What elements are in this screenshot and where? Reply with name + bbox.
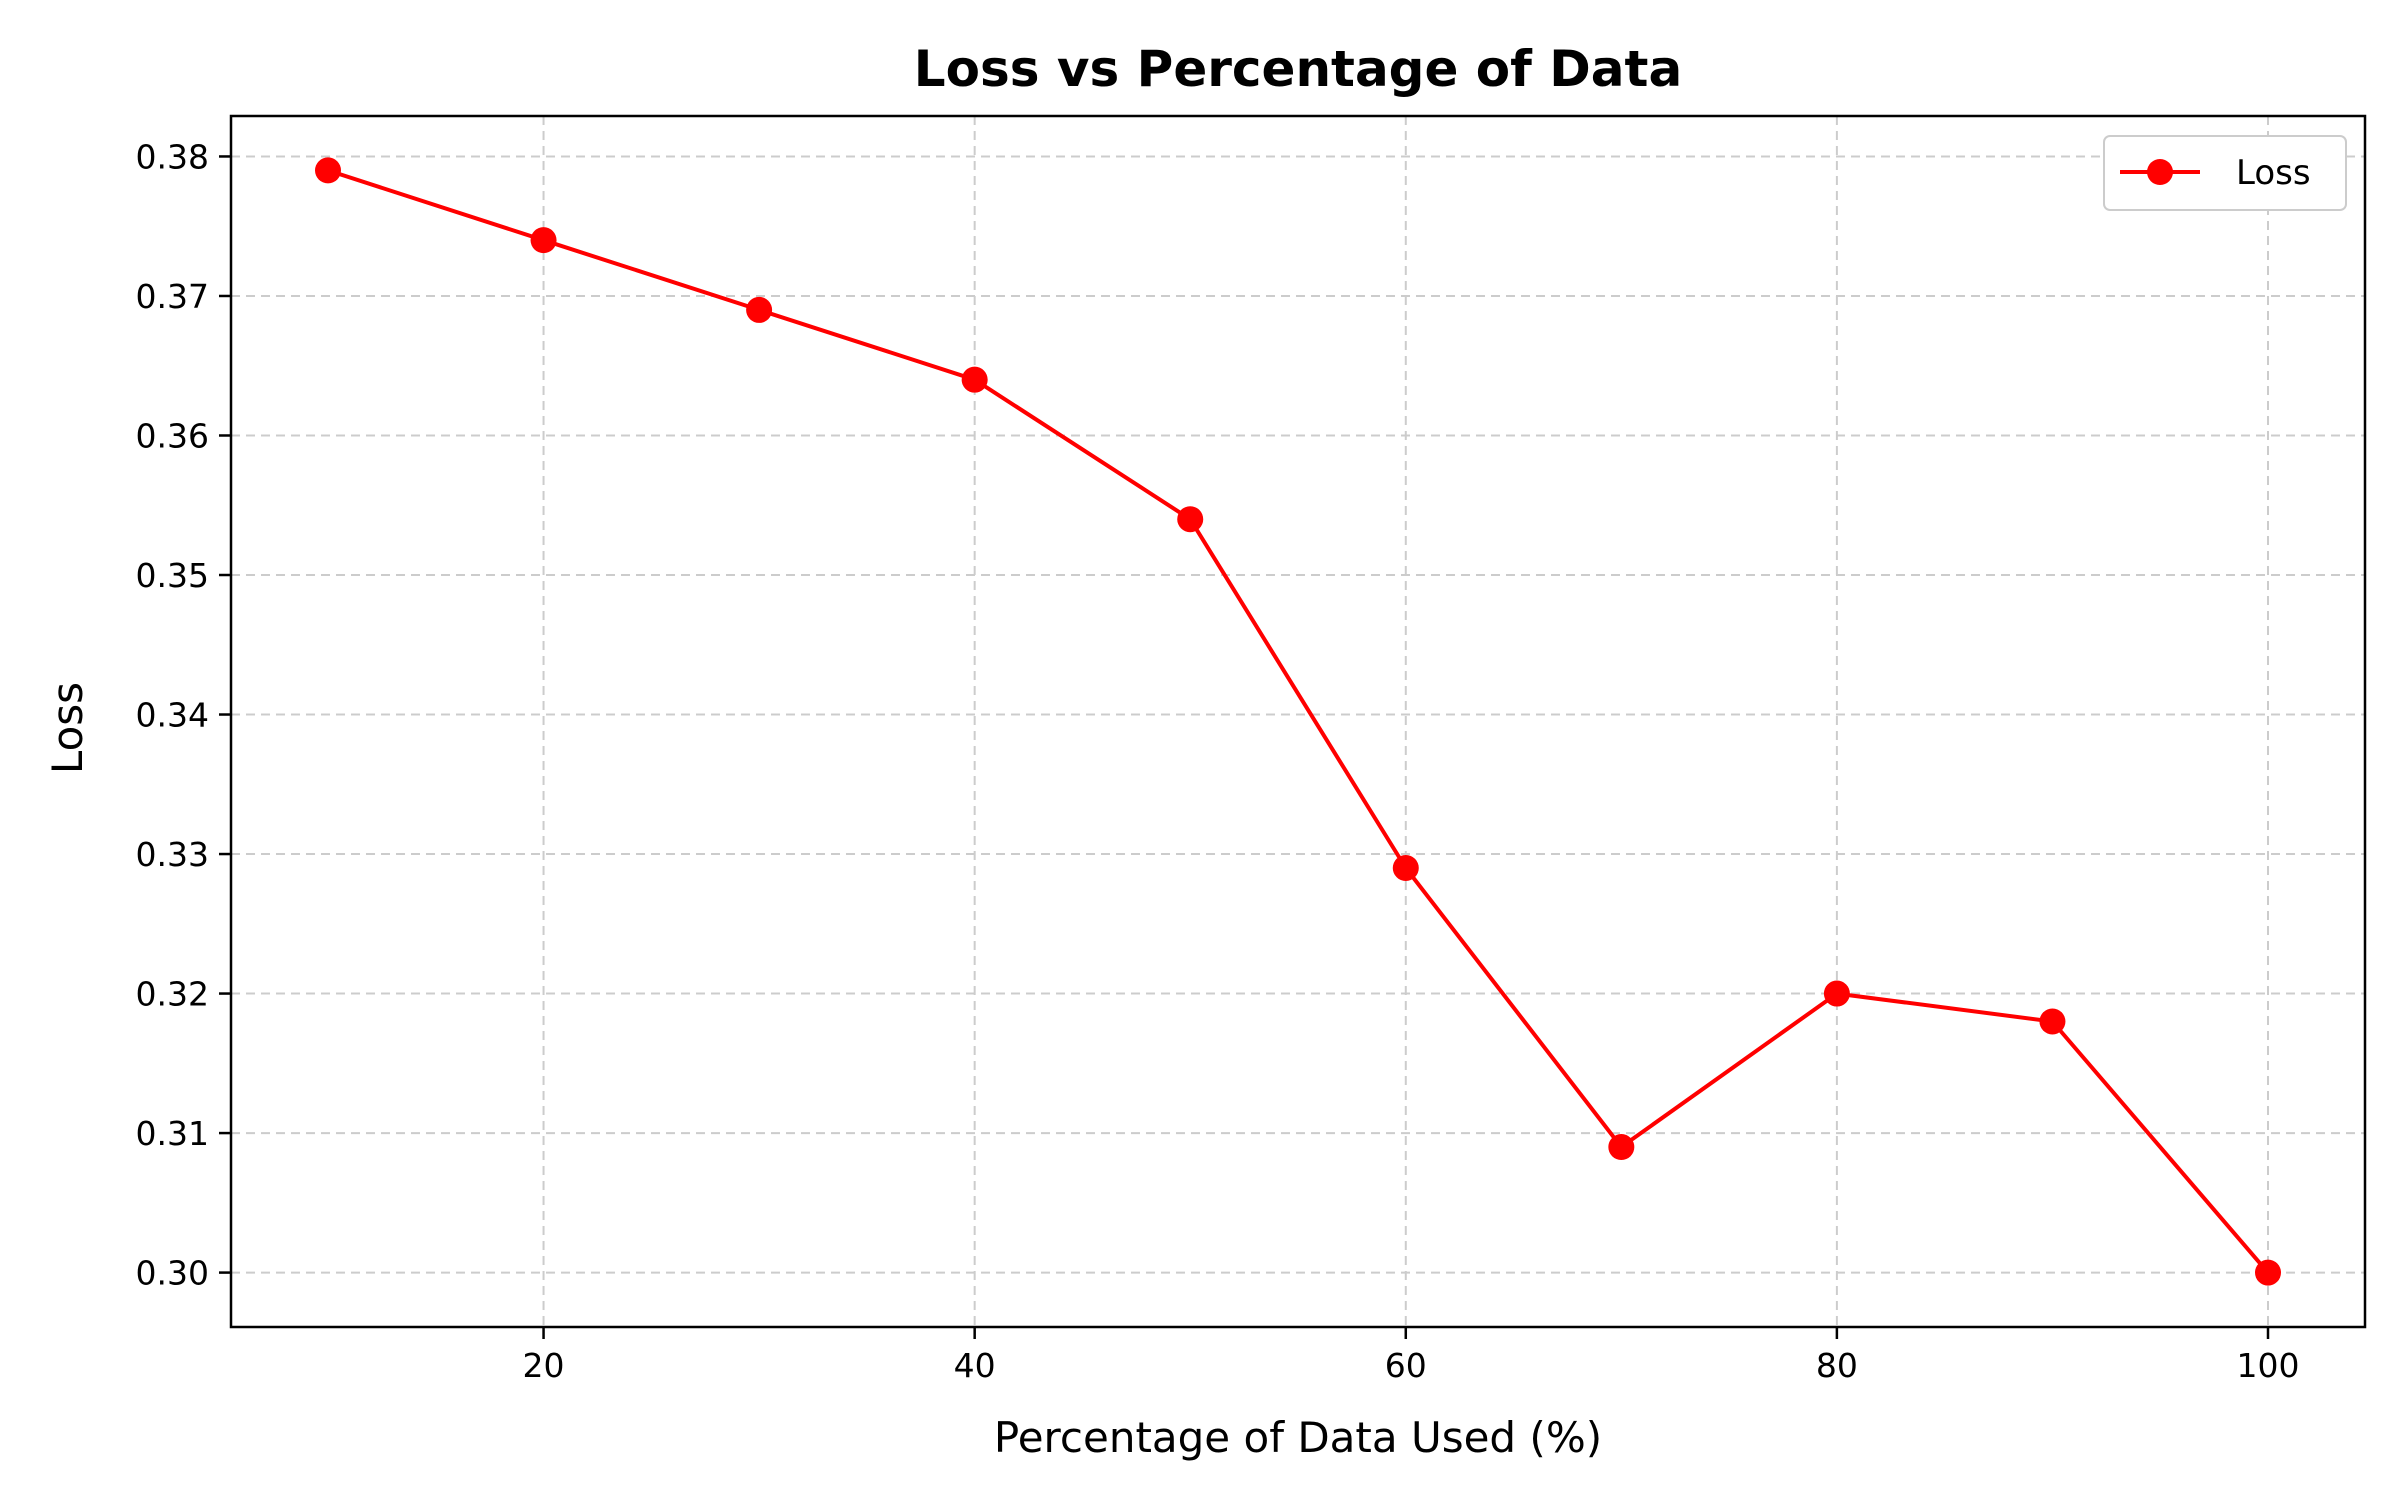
data-point <box>746 296 773 323</box>
x-tick-label: 40 <box>954 1346 996 1385</box>
y-tick-label: 0.38 <box>136 137 209 176</box>
data-point <box>2039 1008 2066 1035</box>
data-point <box>2255 1259 2281 1286</box>
x-tick-label: 60 <box>1385 1346 1427 1385</box>
data-point <box>315 157 341 184</box>
legend-marker-swatch <box>2147 159 2173 185</box>
legend-label-loss: Loss <box>2236 153 2311 193</box>
axis-ticks: 20 40 60 80 100 0.30 0.31 0.32 0.33 0.34 0.35 0.36 0… <box>136 137 2300 1385</box>
y-tick-label: 0.37 <box>136 277 209 316</box>
grid-lines <box>231 116 2365 1327</box>
y-tick-label: 0.36 <box>136 416 209 455</box>
x-axis-label: Percentage of Data Used (%) <box>994 1413 1602 1462</box>
y-tick-label: 0.30 <box>136 1254 209 1293</box>
y-tick-label: 0.33 <box>136 835 209 874</box>
series-line-loss <box>326 168 2270 1275</box>
data-point <box>530 227 557 254</box>
y-axis-label: Loss <box>43 682 92 774</box>
y-tick-label: 0.32 <box>136 975 209 1014</box>
data-point <box>1823 980 1850 1007</box>
legend: Loss <box>2103 135 2347 211</box>
legend-box <box>2103 135 2347 211</box>
data-point <box>1392 854 1419 881</box>
chart-title: Loss vs Percentage of Data <box>914 40 1682 98</box>
plot-frame <box>229 114 2367 1329</box>
x-tick-label: 20 <box>523 1346 565 1385</box>
x-tick-label: 80 <box>1816 1346 1858 1385</box>
y-tick-label: 0.31 <box>136 1114 209 1153</box>
series-layer <box>315 157 2281 1286</box>
x-tick-label: 100 <box>2237 1346 2300 1385</box>
data-point <box>961 366 988 393</box>
data-point <box>1608 1134 1635 1161</box>
y-tick-label: 0.34 <box>136 696 209 735</box>
data-point <box>1177 506 1204 533</box>
y-tick-label: 0.35 <box>136 556 209 595</box>
